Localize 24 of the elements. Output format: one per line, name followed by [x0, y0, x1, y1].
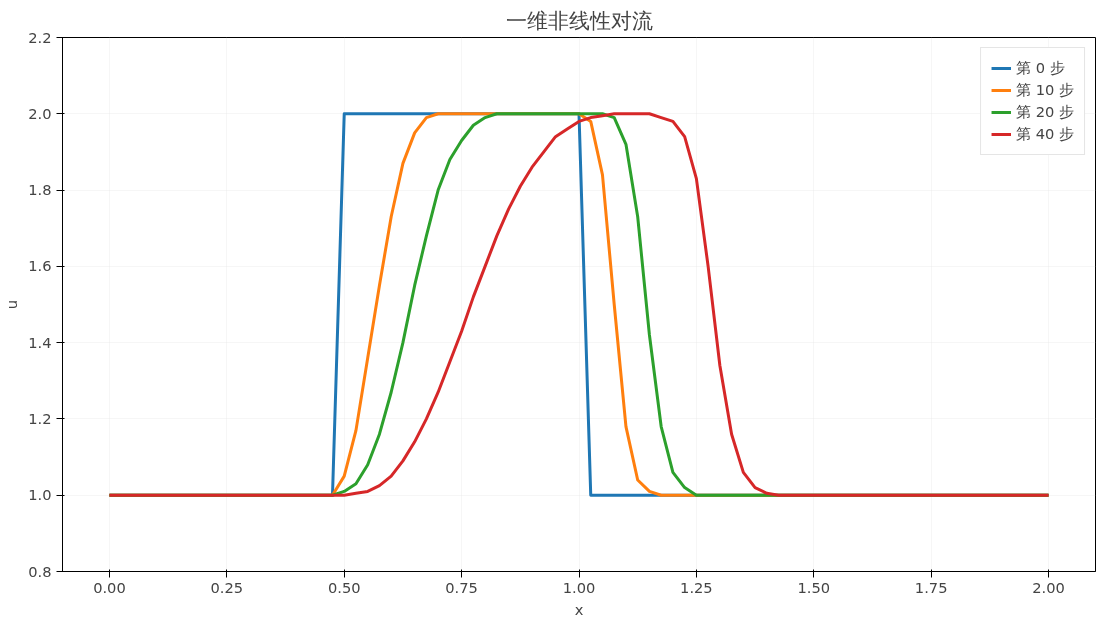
x-tick-label: 2.00 — [1032, 578, 1065, 596]
y-tick-label: 0.8 — [28, 562, 52, 580]
y-tick-label: 1.6 — [28, 257, 52, 275]
legend-label: 第 20 步 — [1016, 102, 1074, 122]
x-tick-label: 0.50 — [327, 578, 361, 596]
x-axis-title: x — [574, 600, 584, 618]
legend-label: 第 10 步 — [1016, 80, 1074, 100]
chart-title: 一维非线性对流 — [505, 7, 653, 33]
y-tick-label: 2.2 — [28, 28, 52, 46]
y-tick-label: 1.8 — [28, 181, 52, 199]
y-tick-label: 1.0 — [28, 486, 52, 504]
x-tick-label: 0.75 — [445, 578, 478, 596]
x-tick-label: 0.25 — [210, 578, 244, 596]
y-tick-label: 1.2 — [28, 409, 52, 427]
x-tick-label: 0.00 — [93, 578, 126, 596]
legend-label: 第 0 步 — [1016, 58, 1065, 78]
x-tick-label: 1.75 — [914, 578, 948, 596]
y-tick-label: 2.0 — [28, 104, 52, 122]
legend-label: 第 40 步 — [1016, 124, 1074, 144]
y-tick-label: 1.4 — [28, 333, 52, 351]
x-tick-label: 1.25 — [680, 578, 713, 596]
x-tick-label: 1.50 — [797, 578, 831, 596]
y-axis-title: u — [3, 299, 21, 310]
x-tick-label: 1.00 — [562, 578, 596, 596]
